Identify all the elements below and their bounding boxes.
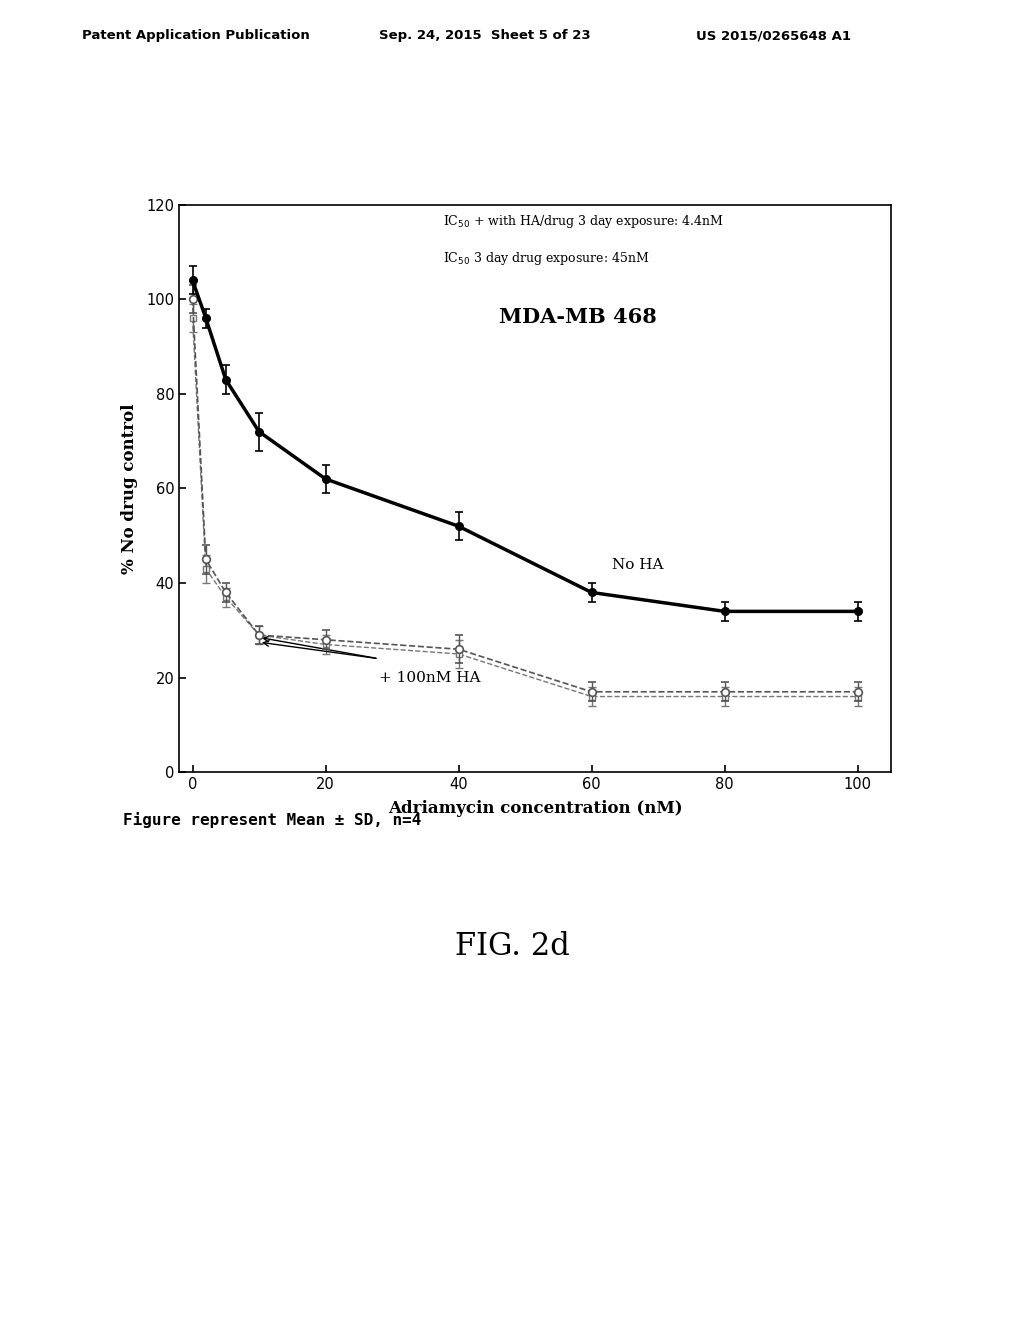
Text: IC$_{50}$ 3 day drug exposure: 45nM: IC$_{50}$ 3 day drug exposure: 45nM <box>442 249 649 267</box>
Text: Patent Application Publication: Patent Application Publication <box>82 29 309 42</box>
Y-axis label: % No drug control: % No drug control <box>121 403 138 574</box>
Text: No HA: No HA <box>611 558 663 572</box>
Text: Sep. 24, 2015  Sheet 5 of 23: Sep. 24, 2015 Sheet 5 of 23 <box>379 29 591 42</box>
Text: Figure represent Mean ± SD, n=4: Figure represent Mean ± SD, n=4 <box>123 812 421 828</box>
Text: IC$_{50}$ + with HA/drug 3 day exposure: 4.4nM: IC$_{50}$ + with HA/drug 3 day exposure:… <box>442 213 724 230</box>
X-axis label: Adriamycin concentration (nM): Adriamycin concentration (nM) <box>388 800 682 817</box>
Text: FIG. 2d: FIG. 2d <box>455 931 569 961</box>
Text: MDA-MB 468: MDA-MB 468 <box>499 306 656 327</box>
Text: + 100nM HA: + 100nM HA <box>379 672 480 685</box>
Text: US 2015/0265648 A1: US 2015/0265648 A1 <box>696 29 851 42</box>
